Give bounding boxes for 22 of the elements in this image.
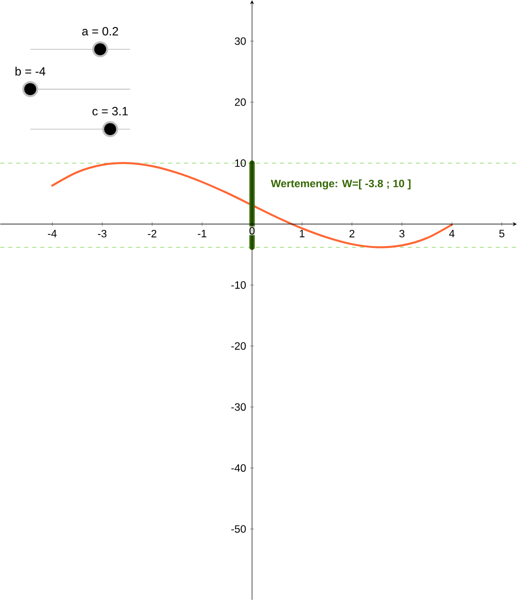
x-tick-label: 4 [449,230,454,238]
x-tick-label: 2 [350,230,354,238]
y-tick-label: -20 [231,342,246,350]
x-tick-label: -4 [48,230,57,238]
y-tick-label: -40 [231,464,246,472]
x-tick-label: -3 [98,230,106,238]
y-tick-label: -10 [231,281,246,289]
x-tick-label: -2 [148,230,156,238]
x-tick-label: 5 [499,230,504,238]
y-tick-label: -50 [231,525,246,533]
x-tick-label: 0 [249,227,255,235]
y-tick-label: 10 [235,159,246,167]
annotation: Wertemenge: W=[ -3.8 ; 10 ] [270,179,410,190]
annotation: a = 0.2 [82,26,118,36]
x-tick-label: -1 [198,230,206,238]
y-tick-label: 20 [234,98,246,106]
annotation: c = 3.1 [92,106,128,116]
x-tick-label: 3 [399,230,404,238]
y-tick-label: -30 [231,403,246,411]
x-tick-label: 1 [300,230,304,238]
annotation: b = -4 [15,66,46,76]
y-tick-label: 30 [234,37,246,45]
